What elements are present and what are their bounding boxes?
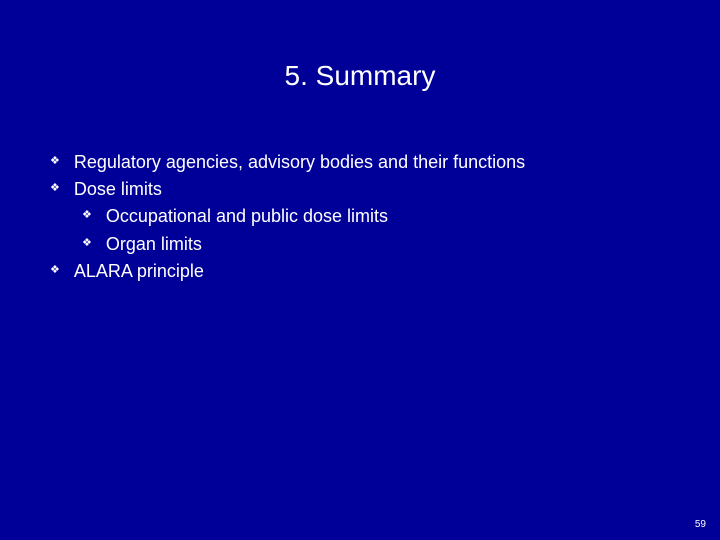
bullet-text: Regulatory agencies, advisory bodies and…: [74, 150, 525, 175]
bullet-text: Dose limits: [74, 177, 162, 202]
bullet-list-level-2: ❖ Occupational and public dose limits ❖ …: [82, 204, 525, 256]
diamond-bullet-icon: ❖: [82, 204, 92, 223]
diamond-bullet-icon: ❖: [82, 232, 92, 251]
list-item: ❖ Dose limits ❖ Occupational and public …: [50, 177, 525, 257]
slide-title: 5. Summary: [0, 60, 720, 92]
list-item: ❖ Organ limits: [82, 232, 525, 257]
bullet-text: ALARA principle: [74, 259, 204, 284]
diamond-bullet-icon: ❖: [50, 177, 60, 196]
content-area: ❖ Regulatory agencies, advisory bodies a…: [50, 150, 525, 286]
list-item: ❖ Regulatory agencies, advisory bodies a…: [50, 150, 525, 175]
bullet-text: Organ limits: [106, 232, 202, 257]
diamond-bullet-icon: ❖: [50, 259, 60, 278]
diamond-bullet-icon: ❖: [50, 150, 60, 169]
bullet-list-level-1: ❖ Regulatory agencies, advisory bodies a…: [50, 150, 525, 284]
list-item: ❖ ALARA principle: [50, 259, 525, 284]
list-item: ❖ Occupational and public dose limits: [82, 204, 525, 229]
slide: 5. Summary ❖ Regulatory agencies, adviso…: [0, 0, 720, 540]
page-number: 59: [695, 519, 706, 530]
bullet-text: Occupational and public dose limits: [106, 204, 388, 229]
